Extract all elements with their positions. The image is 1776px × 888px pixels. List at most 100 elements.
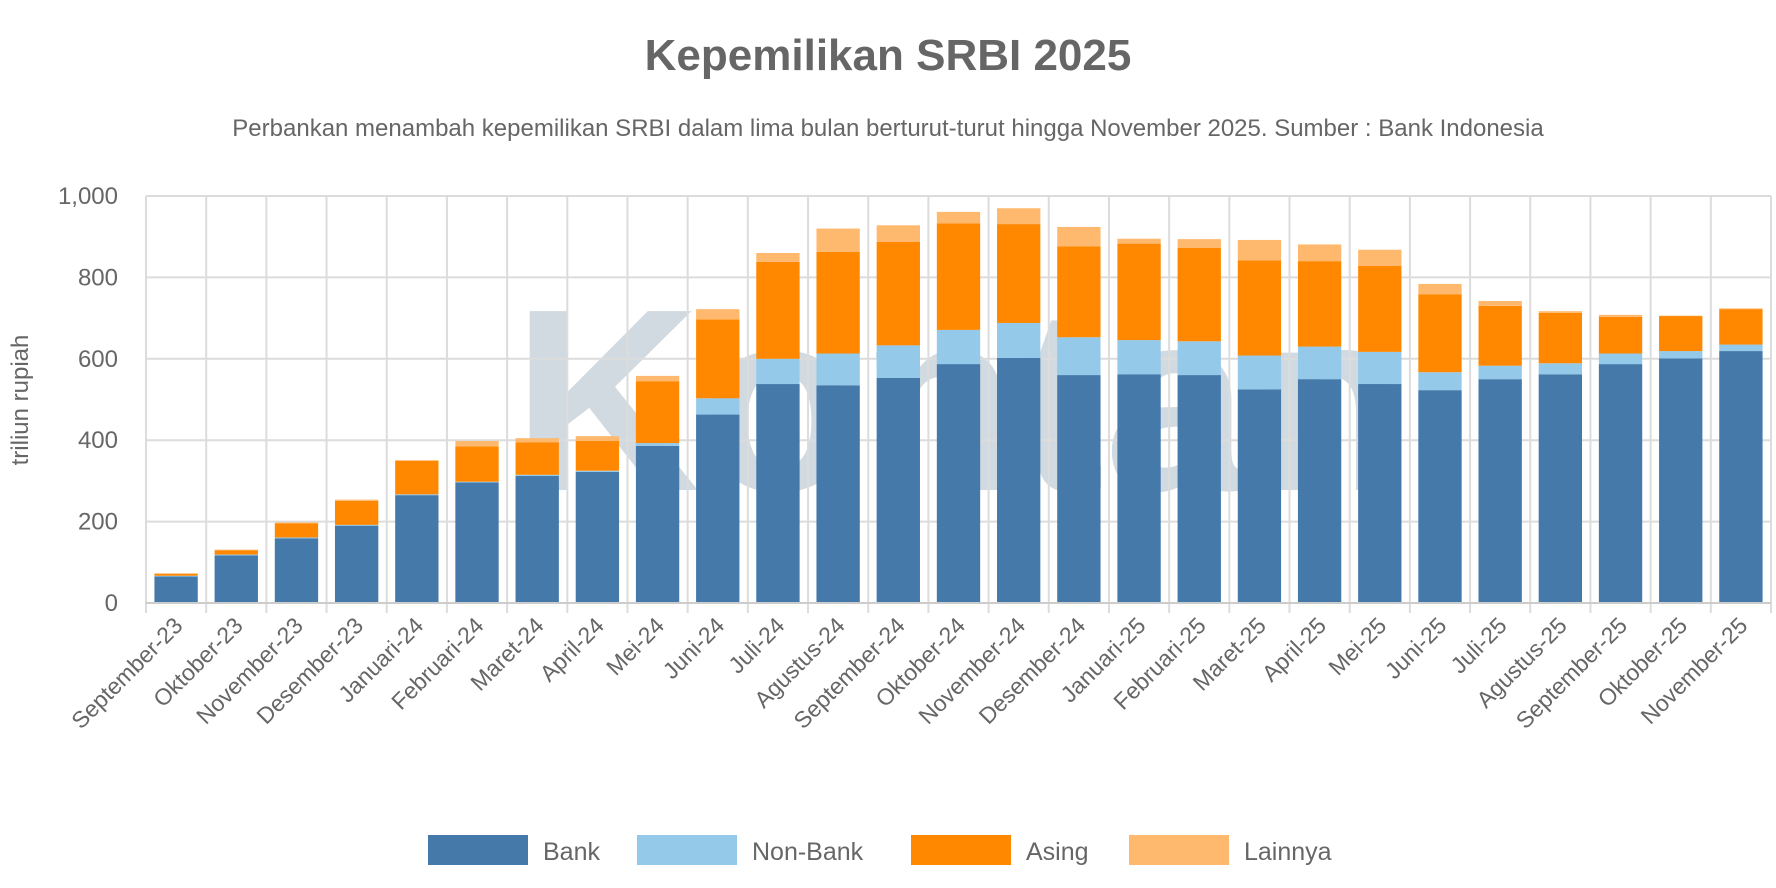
bar-non-bank-20 [1358, 351, 1402, 385]
legend-label: Non-Bank [752, 838, 864, 866]
bar-asing-4 [395, 460, 439, 495]
bar-lainnya-16 [1117, 238, 1161, 244]
bar-non-bank-10 [756, 358, 800, 385]
bar-lainnya-17 [1177, 239, 1221, 248]
bar-bank-0 [154, 576, 198, 603]
bar-lainnya-14 [997, 208, 1041, 225]
bar-lainnya-1 [214, 549, 258, 551]
bar-non-bank-7 [575, 470, 620, 472]
bar-bank-15 [1057, 375, 1101, 603]
bar-lainnya-12 [876, 225, 920, 242]
bar-bank-25 [1659, 358, 1703, 603]
legend: Bank Non-Bank Asing Lainnya [428, 835, 1332, 866]
bar-lainnya-13 [936, 211, 981, 224]
bar-non-bank-1 [214, 554, 258, 556]
bar-bank-1 [214, 555, 258, 603]
bar-lainnya-4 [395, 460, 439, 461]
bar-lainnya-21 [1418, 283, 1462, 295]
bar-lainnya-10 [756, 252, 800, 262]
bar-asing-26 [1719, 309, 1763, 345]
bar-non-bank-13 [936, 329, 981, 365]
x-tick-label: Juni-25 [1380, 612, 1452, 684]
legend-swatch-bank [428, 835, 528, 865]
y-tick-label: 800 [78, 264, 118, 291]
bar-non-bank-8 [635, 443, 680, 446]
bar-lainnya-7 [575, 436, 620, 442]
bar-asing-1 [214, 550, 258, 555]
bar-lainnya-23 [1538, 311, 1583, 313]
bar-lainnya-2 [274, 522, 319, 524]
bar-lainnya-15 [1057, 226, 1101, 247]
legend-label: Asing [1026, 838, 1089, 866]
bar-non-bank-3 [334, 524, 379, 526]
bar-bank-24 [1598, 364, 1643, 603]
bar-asing-25 [1659, 316, 1703, 352]
bar-bank-11 [816, 385, 860, 603]
bar-non-bank-6 [515, 474, 559, 477]
bar-asing-3 [334, 500, 379, 525]
bar-non-bank-4 [395, 494, 439, 496]
bars [154, 208, 1763, 603]
bar-asing-19 [1297, 261, 1342, 347]
bar-asing-22 [1478, 305, 1522, 366]
bar-non-bank-2 [274, 537, 319, 539]
bar-lainnya-20 [1358, 249, 1402, 267]
bar-asing-17 [1177, 247, 1221, 342]
bar-non-bank-15 [1057, 337, 1101, 376]
bar-lainnya-19 [1297, 244, 1342, 262]
bar-asing-8 [635, 381, 680, 444]
bar-bank-3 [334, 525, 379, 603]
bar-lainnya-18 [1237, 239, 1282, 261]
bar-bank-21 [1418, 390, 1462, 603]
bar-asing-13 [936, 223, 981, 330]
bar-asing-2 [274, 523, 319, 538]
bar-non-bank-19 [1297, 346, 1342, 380]
bar-non-bank-0 [154, 575, 198, 577]
chart-title: Kepemilikan SRBI 2025 [645, 31, 1132, 80]
bar-asing-5 [455, 446, 499, 482]
bar-asing-23 [1538, 312, 1583, 364]
y-tick-label: 1,000 [58, 183, 118, 210]
legend-swatch-non-bank [637, 835, 737, 865]
bar-bank-6 [515, 476, 559, 603]
bar-bank-20 [1358, 384, 1402, 603]
bar-non-bank-25 [1659, 351, 1703, 359]
bar-non-bank-23 [1538, 363, 1583, 375]
bar-non-bank-21 [1418, 372, 1462, 391]
bar-non-bank-12 [876, 345, 920, 378]
bar-asing-6 [515, 442, 559, 475]
bar-bank-10 [756, 384, 800, 603]
bar-asing-0 [154, 573, 198, 576]
bar-bank-12 [876, 377, 920, 603]
bar-non-bank-22 [1478, 365, 1522, 380]
bar-bank-18 [1237, 389, 1282, 603]
bar-asing-12 [876, 241, 920, 346]
bar-bank-14 [997, 357, 1041, 603]
x-tick-label: Mei-24 [601, 612, 669, 680]
x-tick-label: Mei-25 [1323, 612, 1391, 680]
bar-non-bank-5 [455, 481, 499, 483]
bar-asing-18 [1237, 260, 1282, 356]
bar-asing-24 [1598, 316, 1643, 354]
bar-bank-4 [395, 495, 439, 603]
bar-lainnya-9 [696, 309, 740, 320]
bar-asing-14 [997, 224, 1041, 323]
bar-bank-2 [274, 538, 319, 603]
bar-bank-9 [696, 414, 740, 603]
x-tick-label: April-24 [534, 612, 609, 687]
bar-non-bank-9 [696, 398, 740, 415]
x-tick-label: April-25 [1257, 612, 1331, 686]
bar-non-bank-24 [1598, 353, 1643, 365]
bar-non-bank-14 [997, 322, 1041, 358]
bar-bank-19 [1297, 379, 1342, 603]
bar-bank-16 [1117, 374, 1161, 603]
bar-lainnya-11 [816, 228, 860, 252]
bar-non-bank-16 [1117, 340, 1161, 375]
bar-non-bank-11 [816, 353, 860, 386]
bar-asing-15 [1057, 246, 1101, 338]
bar-asing-11 [816, 251, 860, 354]
legend-swatch-lainnya [1129, 835, 1229, 865]
legend-swatch-asing [911, 835, 1011, 865]
bar-bank-23 [1538, 374, 1583, 603]
